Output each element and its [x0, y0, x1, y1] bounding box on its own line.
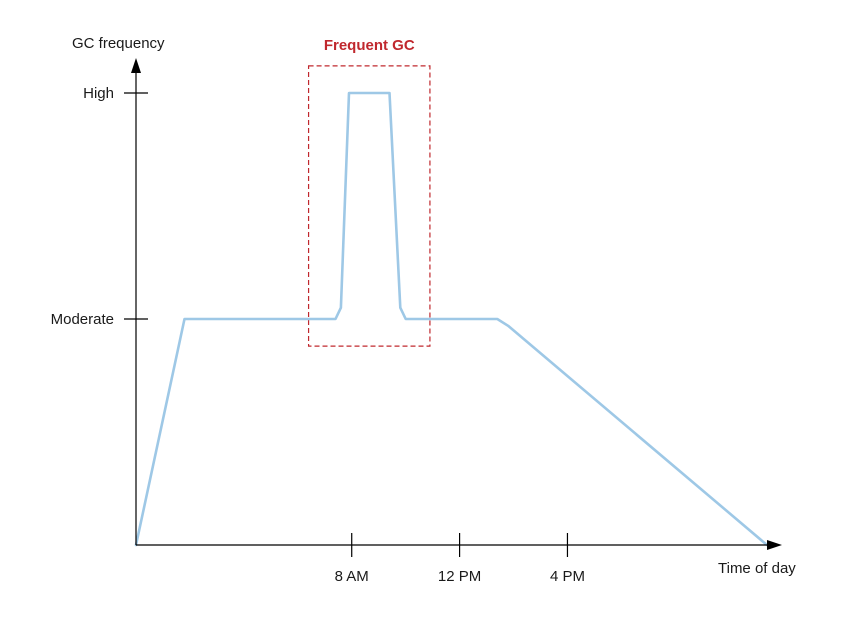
x-tick-label: 4 PM — [550, 568, 585, 585]
frequent-gc-box — [307, 65, 431, 347]
y-tick-label: Moderate — [51, 311, 114, 328]
x-axis-arrow — [767, 540, 782, 550]
x-tick-label: 8 AM — [335, 568, 369, 585]
y-axis-arrow — [131, 58, 141, 73]
annotation-box-group: Frequent GC — [307, 37, 431, 347]
x-axis-label: Time of day — [718, 560, 796, 577]
x-tick-label: 12 PM — [438, 568, 481, 585]
x-ticks: 8 AM 12 PM 4 PM — [335, 533, 585, 585]
frequent-gc-label: Frequent GC — [324, 37, 415, 54]
y-tick-label: High — [83, 85, 114, 102]
y-ticks: Moderate High — [51, 85, 148, 328]
y-axis-label: GC frequency — [72, 35, 165, 52]
gc-frequency-series — [134, 91, 769, 547]
